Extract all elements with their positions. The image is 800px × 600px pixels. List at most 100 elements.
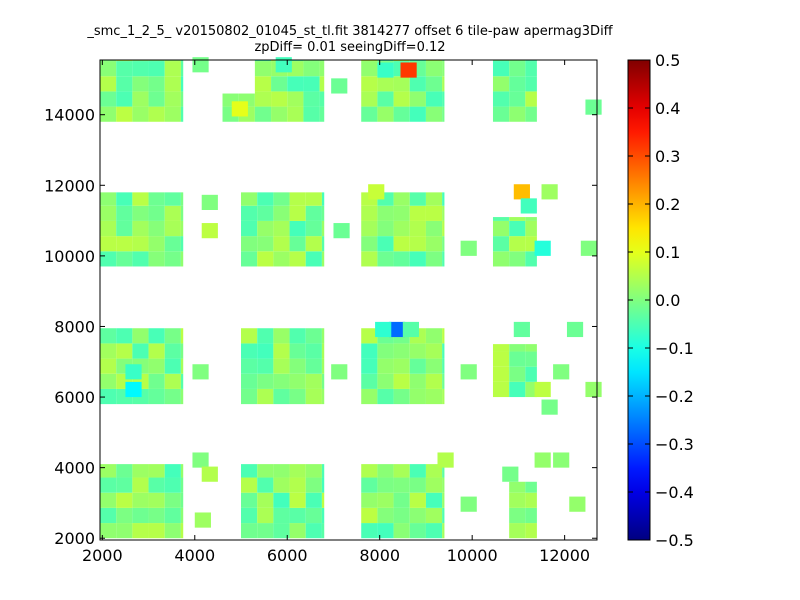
heatmap-region-cell — [257, 477, 274, 493]
heatmap-region-cell — [100, 192, 117, 206]
heatmap-region-cell — [132, 523, 149, 539]
heatmap-region-cell — [289, 358, 306, 374]
heatmap-region-cell — [509, 492, 526, 508]
x-tick-label: 10000 — [447, 546, 498, 565]
heatmap-region-cell — [100, 60, 117, 62]
heatmap-region-cell — [116, 523, 133, 539]
heatmap-region-cell — [409, 358, 426, 374]
heatmap-region-cell — [442, 388, 445, 405]
heatmap-cell — [534, 240, 551, 256]
heatmap-region-cell — [492, 61, 510, 77]
heatmap-region-cell — [132, 507, 149, 524]
heatmap-cell — [402, 321, 420, 338]
heatmap-region-cell — [254, 61, 272, 77]
heatmap-region-cell — [273, 236, 290, 252]
plot-frame — [99, 59, 598, 541]
heatmap-region-cell — [100, 106, 117, 122]
heatmap-region-cell — [321, 492, 325, 508]
heatmap-region-cell — [132, 106, 149, 122]
heatmap-region-cell — [289, 507, 306, 524]
heatmap-region-cell — [509, 91, 526, 107]
heatmap-region-cell — [257, 373, 274, 389]
heatmap-cell — [368, 184, 385, 200]
heatmap-region-cell — [164, 106, 181, 122]
heatmap-region-cell — [393, 507, 410, 524]
heatmap-region-cell — [100, 205, 117, 221]
heatmap-region-cell — [509, 366, 526, 382]
heatmap-region-cell — [509, 481, 526, 493]
heatmap-region-cell — [425, 220, 443, 237]
heatmap-region-cell — [257, 236, 274, 252]
heatmap-region-cell — [132, 192, 149, 206]
heatmap-region-cell — [164, 388, 181, 405]
heatmap-region-cell — [393, 388, 410, 405]
heatmap-region-cell — [442, 343, 445, 359]
heatmap-region-cell — [164, 76, 181, 92]
heatmap-region-cell — [377, 507, 394, 524]
heatmap-region-cell — [132, 220, 149, 237]
colorbar-tick-label: 0.1 — [655, 243, 680, 262]
heatmap-cell — [377, 62, 394, 78]
heatmap-region-cell — [241, 464, 258, 478]
heatmap-region-cell — [525, 91, 537, 107]
heatmap-cell — [520, 198, 537, 214]
heatmap-region-cell — [148, 507, 165, 524]
heatmap-cell — [400, 62, 417, 78]
heatmap-region-cell — [509, 76, 526, 92]
heatmap-region-cell — [377, 236, 394, 252]
heatmap-region-cell — [442, 358, 445, 374]
heatmap-region-cell — [180, 373, 184, 389]
heatmap-region-cell — [409, 388, 426, 405]
heatmap-region-cell — [100, 343, 117, 359]
heatmap-region-cell — [425, 492, 443, 508]
heatmap-region-cell — [321, 464, 325, 478]
heatmap-region-cell — [289, 343, 306, 359]
heatmap-region-cell — [180, 76, 184, 92]
heatmap-region-cell — [100, 236, 117, 252]
heatmap-cell — [566, 321, 584, 338]
heatmap-region-cell — [273, 328, 290, 344]
heatmap-cell — [388, 321, 406, 338]
heatmap-region-cell — [442, 192, 445, 206]
heatmap-region-cell — [425, 358, 443, 374]
x-tick-label: 12000 — [539, 546, 590, 565]
heatmap-region-cell — [442, 251, 445, 267]
heatmap-region-cell — [148, 492, 165, 508]
heatmap-region-cell — [492, 220, 510, 237]
heatmap-cell — [275, 57, 292, 73]
heatmap-region-cell — [180, 343, 184, 359]
heatmap-region-cell — [116, 91, 133, 107]
heatmap-region-cell — [377, 76, 394, 92]
heatmap-region-cell — [377, 343, 394, 359]
heatmap-region-cell — [321, 236, 325, 252]
heatmap-cell — [553, 364, 570, 380]
heatmap-region-cell — [287, 106, 304, 122]
heatmap-region-cell — [361, 76, 378, 92]
heatmap-region-cell — [164, 343, 181, 359]
heatmap-region-cell — [509, 381, 526, 398]
heatmap-cell — [541, 184, 558, 200]
heatmap-region-cell — [442, 205, 445, 221]
heatmap-region-cell — [180, 60, 184, 62]
heatmap-region-cell — [361, 388, 378, 405]
heatmap-region-cell — [241, 477, 258, 493]
colorbar-tick-label: 0.4 — [655, 99, 680, 118]
heatmap-region-cell — [409, 464, 426, 478]
heatmap-region-cell — [377, 523, 394, 539]
colorbar-tick-label: 0.5 — [655, 51, 680, 70]
heatmap-region-cell — [425, 76, 443, 92]
heatmap-region-cell — [425, 205, 443, 221]
heatmap-region-cell — [148, 373, 165, 389]
heatmap-region-cell — [287, 91, 304, 107]
heatmap-region-cell — [132, 61, 149, 77]
heatmap-region-cell — [241, 388, 258, 405]
heatmap-region-cell — [100, 76, 117, 92]
heatmap-region-cell — [393, 477, 410, 493]
heatmap-region-cell — [116, 343, 133, 359]
heatmap-region-cell — [180, 477, 184, 493]
heatmap-region-cell — [273, 492, 290, 508]
heatmap-region-cell — [164, 358, 181, 374]
heatmap-region-cell — [180, 106, 184, 122]
heatmap-region-cell — [164, 507, 181, 524]
